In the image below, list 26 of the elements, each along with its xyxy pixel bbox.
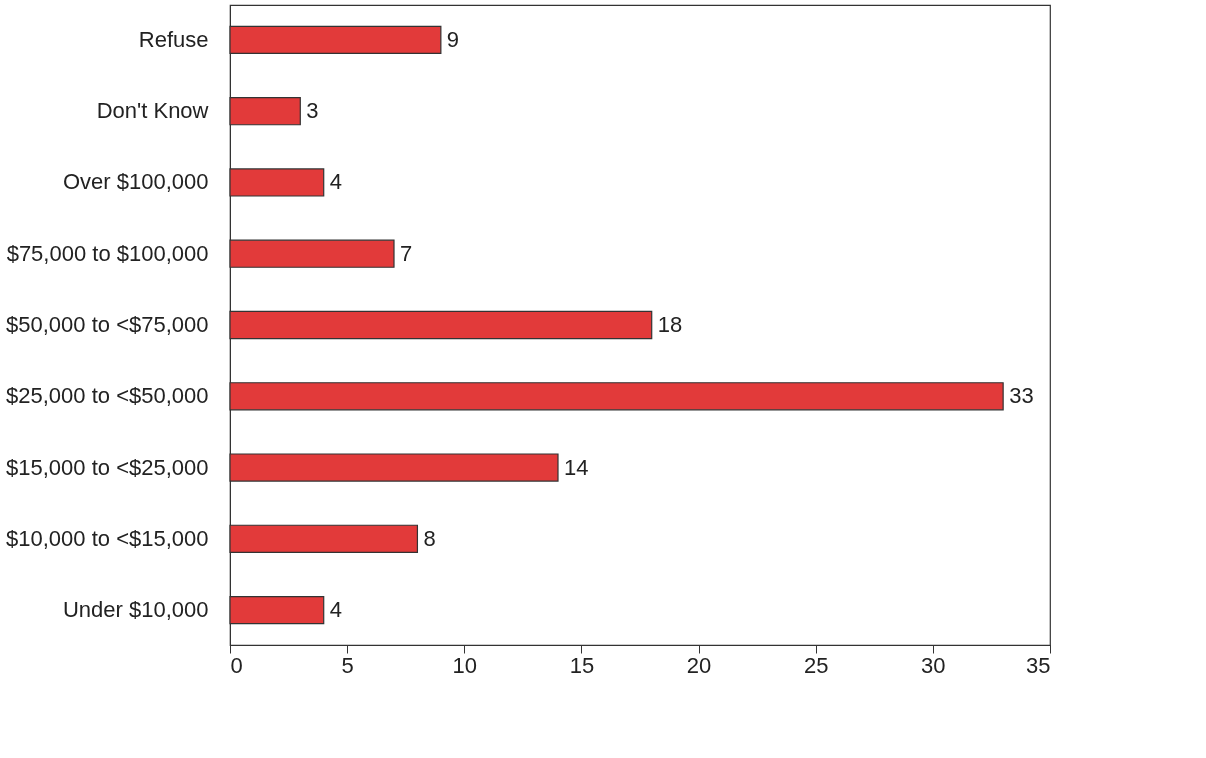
data-label: 3 xyxy=(306,98,319,124)
data-label: 4 xyxy=(329,597,342,623)
data-label: 7 xyxy=(400,240,413,266)
y-tick-label: Don't Know xyxy=(96,98,209,124)
x-tick-label: 25 xyxy=(803,652,829,678)
data-label: 9 xyxy=(446,26,460,52)
data-label: 8 xyxy=(423,525,436,551)
x-tick-label: 20 xyxy=(686,652,712,678)
y-tick-label: Over $100,000 xyxy=(62,169,209,195)
y-tick-label: $25,000 to <$50,000 xyxy=(6,383,209,409)
y-tick-label: $75,000 to $100,000 xyxy=(6,240,209,266)
y-tick-label: Refuse xyxy=(138,26,209,52)
data-label: 14 xyxy=(564,454,589,480)
y-tick-label: $15,000 to <$25,000 xyxy=(6,454,209,480)
x-tick-label: 0 xyxy=(230,652,243,678)
x-tick-label: 5 xyxy=(341,652,354,678)
y-tick-label: $50,000 to <$75,000 xyxy=(6,312,209,337)
y-tick-label: $10,000 to <$15,000 xyxy=(6,525,209,551)
y-tick-label: Under $10,000 xyxy=(62,597,209,623)
x-tick-label: 10 xyxy=(452,652,478,678)
x-tick-label: 35 xyxy=(1026,652,1051,678)
data-label: 4 xyxy=(329,169,342,195)
x-tick-label: 15 xyxy=(569,652,595,678)
x-tick-label: 30 xyxy=(921,652,946,678)
data-label: 18 xyxy=(657,312,683,337)
data-label: 33 xyxy=(1009,383,1034,409)
